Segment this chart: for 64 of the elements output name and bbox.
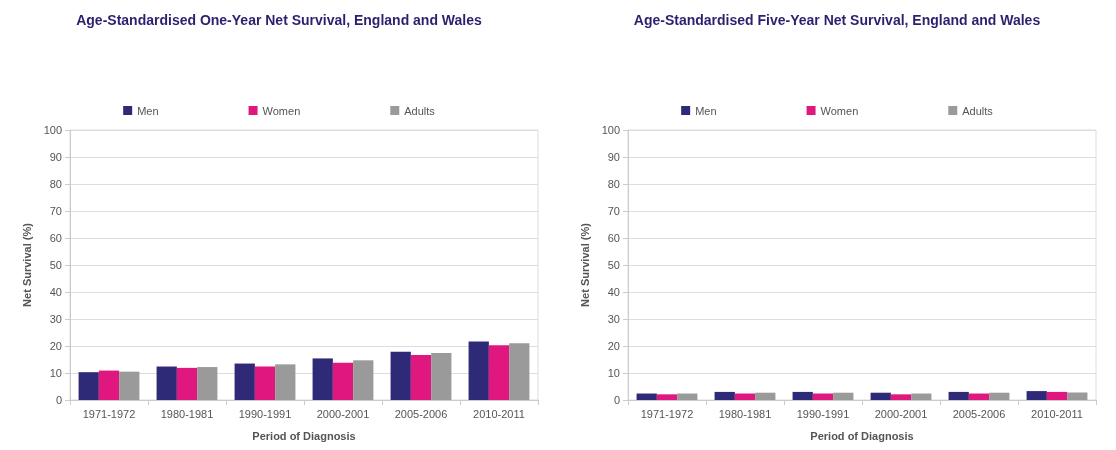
y-tick-label: 90 <box>49 151 62 163</box>
bar <box>98 370 120 400</box>
legend-label: Men <box>695 104 717 117</box>
bar <box>488 345 510 400</box>
chart-title: Age-Standardised Five-Year Net Survival, England and Wales <box>633 12 1041 28</box>
x-tick-label: 1990-1991 <box>796 407 850 420</box>
bar <box>468 341 489 400</box>
y-tick-label: 20 <box>49 340 62 352</box>
y-tick-label: 0 <box>55 394 62 406</box>
x-tick-label: 2005-2006 <box>952 407 1006 420</box>
bar <box>176 367 198 400</box>
bar <box>78 372 99 400</box>
y-tick-label: 70 <box>607 205 620 217</box>
bar <box>275 364 296 400</box>
bar <box>390 351 411 400</box>
x-tick-label: 1971-1972 <box>640 407 694 420</box>
legend-label: Women <box>262 104 301 117</box>
y-tick-label: 100 <box>601 124 620 136</box>
x-tick-label: 1971-1972 <box>82 407 136 420</box>
y-tick-label: 50 <box>49 259 62 271</box>
x-tick-label: 1980-1981 <box>160 407 214 420</box>
y-tick-label: 60 <box>607 232 620 244</box>
y-tick-label: 100 <box>43 124 62 136</box>
bar <box>119 371 140 400</box>
legend-label: Adults <box>404 104 436 117</box>
x-axis-title: Period of Diagnosis <box>252 429 356 442</box>
x-tick-label: 2010-2011 <box>473 407 525 420</box>
y-tick-label: 50 <box>607 259 620 271</box>
bar <box>431 353 452 400</box>
x-axis-title: Period of Diagnosis <box>810 429 914 442</box>
y-axis-title: Net Survival (%) <box>579 222 592 307</box>
bar <box>254 366 276 400</box>
y-tick-label: 30 <box>49 313 62 325</box>
x-tick-label: 2010-2011 <box>1031 407 1083 420</box>
y-axis-title: Net Survival (%) <box>21 222 34 307</box>
y-tick-label: 70 <box>49 205 62 217</box>
y-tick-label: 10 <box>49 367 62 379</box>
y-tick-label: 40 <box>49 286 62 298</box>
y-tick-label: 90 <box>607 151 620 163</box>
y-tick-label: 20 <box>607 340 620 352</box>
bar <box>156 366 177 400</box>
x-tick-label: 1990-1991 <box>238 407 292 420</box>
y-tick-label: 80 <box>49 178 62 190</box>
chart-title: Age-Standardised One-Year Net Survival, England and Wales <box>76 12 483 28</box>
legend-label: Adults <box>962 104 994 117</box>
y-tick-label: 60 <box>49 232 62 244</box>
bar <box>234 363 255 400</box>
bar <box>353 360 374 400</box>
x-tick-label: 2005-2006 <box>394 407 448 420</box>
x-tick-label: 2000-2001 <box>316 407 370 420</box>
bar <box>197 367 218 400</box>
bar <box>332 362 354 400</box>
y-tick-label: 0 <box>613 394 620 406</box>
legend-label: Men <box>137 104 159 117</box>
y-tick-label: 30 <box>607 313 620 325</box>
bar <box>509 343 530 400</box>
y-tick-label: 40 <box>607 286 620 298</box>
x-tick-label: 2000-2001 <box>874 407 928 420</box>
x-tick-label: 1980-1981 <box>718 407 772 420</box>
bar <box>312 358 333 400</box>
y-tick-label: 80 <box>607 178 620 190</box>
legend-label: Women <box>820 104 859 117</box>
bar <box>410 354 432 400</box>
y-tick-label: 10 <box>607 367 620 379</box>
